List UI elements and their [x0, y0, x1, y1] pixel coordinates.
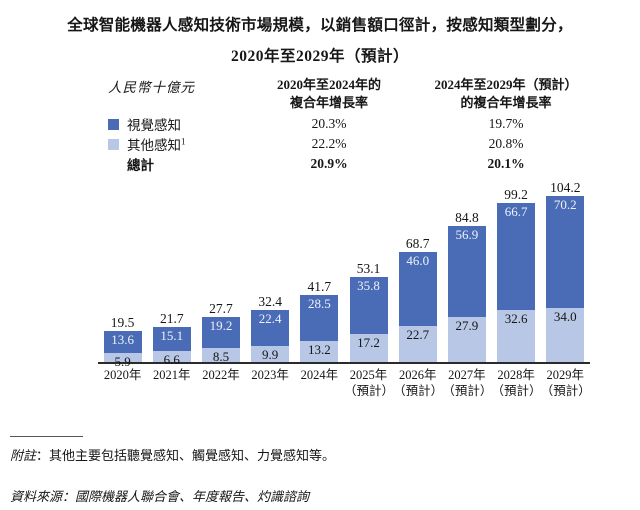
- bar-segment-visual: 15.1: [152, 327, 191, 351]
- bar-total-label: 19.5: [110, 314, 135, 330]
- bar-segment-visual: 13.6: [103, 331, 142, 353]
- stacked-bar: 13.6 5.9: [103, 331, 142, 369]
- bar-segment-visual: 56.9: [447, 226, 486, 317]
- x-axis-label: 2026年 （預計）: [393, 368, 444, 399]
- x-axis-label: 2024年: [300, 368, 339, 382]
- x-axis-label: 2020年: [103, 368, 142, 382]
- bar-segment-other: 27.9: [447, 317, 486, 362]
- footnote: 附註：其他主要包括聽覺感知、觸覺感知、力覺感知等。: [10, 445, 335, 464]
- bar-group: 21.7 15.1 6.6: [147, 310, 196, 367]
- bar-total-label: 99.2: [504, 186, 528, 202]
- stacked-bar-chart: 19.5 13.6 5.9 21.7 15.1 6.6 27.7 19.2 8.5 32.4 22.…: [0, 176, 640, 400]
- x-axis-label: 2025年 （預計）: [343, 368, 394, 399]
- footnote-label: 附註: [10, 448, 37, 463]
- footnote-text: ：其他主要包括聽覺感知、觸覺感知、力覺感知等。: [36, 448, 336, 463]
- plot-area: 19.5 13.6 5.9 21.7 15.1 6.6 27.7 19.2 8.5 32.4 22.…: [98, 176, 590, 369]
- x-axis-label: 2027年 （預計）: [442, 368, 493, 399]
- bar-segment-other: 32.6: [497, 310, 536, 362]
- stacked-bar: 19.2 8.5: [201, 317, 240, 364]
- bar-total-label: 68.7: [405, 235, 430, 251]
- bar-total-label: 41.7: [307, 278, 332, 294]
- stacked-bar: 46.0 22.7: [398, 252, 437, 362]
- bar-segment-visual: 28.5: [300, 295, 339, 341]
- legend-and-cagr-table: 人民幣十億元 視覺感知 其他感知1 總計 2020年至2024年的 複合年增長率…: [108, 76, 640, 174]
- x-axis-labels: 2020年 2021年 2022年 2023年 2024年 2025年 （預計） 2026年…: [98, 364, 591, 400]
- bar-total-label: 27.7: [209, 300, 233, 316]
- bar-segment-visual: 35.8: [349, 277, 388, 334]
- x-axis-label: 2021年: [153, 368, 191, 382]
- legend-swatch-other-icon: [108, 138, 119, 150]
- cagr-column-2020-2024: 2020年至2024年的 複合年增長率 20.3% 22.2% 20.9%: [250, 76, 408, 174]
- bar-total-label: 53.1: [356, 260, 381, 276]
- bar-segment-other: 6.6: [152, 351, 191, 367]
- cagr-header-2020-2024: 2020年至2024年的 複合年增長率: [276, 77, 381, 110]
- stacked-bar: 56.9 27.9: [447, 226, 486, 362]
- stacked-bar: 70.2 34.0: [546, 196, 585, 362]
- legend-item-other: 其他感知1: [108, 134, 250, 154]
- x-axis-label: 2022年: [202, 368, 240, 382]
- legend: 人民幣十億元 視覺感知 其他感知1 總計: [108, 76, 250, 174]
- chart-title-line2: 2020年至2029年（預計）: [230, 48, 409, 65]
- bar-group: 53.1 35.8 17.2: [344, 260, 393, 362]
- footnote-marker: 1: [181, 136, 186, 147]
- cagr-visual-2020-2024: 20.3%: [311, 116, 347, 131]
- bar-group: 104.2 70.2 34.0: [541, 179, 590, 362]
- stacked-bar: 35.8 17.2: [349, 277, 388, 362]
- legend-label-other: 其他感知1: [127, 136, 186, 153]
- cagr-total-2020-2024: 20.9%: [310, 156, 348, 171]
- chart-title: 全球智能機器人感知技術市場規模，以銷售額口徑計，按感知類型劃分， 2020年至2…: [0, 0, 640, 66]
- bar-segment-other: 5.9: [103, 353, 142, 369]
- stacked-bar: 66.7 32.6: [497, 203, 536, 362]
- unit-label: 人民幣十億元: [108, 80, 195, 95]
- cagr-other-2020-2024: 22.2%: [311, 136, 347, 151]
- legend-label-total: 總計: [127, 158, 154, 173]
- legend-label-visual: 視覺感知: [127, 118, 181, 133]
- bar-segment-other: 17.2: [349, 334, 388, 362]
- footnote-divider: [10, 436, 83, 437]
- chart-title-line1: 全球智能機器人感知技術市場規模，以銷售額口徑計，按感知類型劃分，: [67, 17, 573, 34]
- cagr-visual-2024-2029: 19.7%: [488, 116, 524, 131]
- bar-segment-visual: 66.7: [497, 203, 536, 310]
- bar-group: 41.7 28.5 13.2: [295, 278, 344, 362]
- source-line: 資料來源：國際機器人聯合會、年度報告、灼識諮詢: [10, 489, 310, 504]
- cagr-other-2024-2029: 20.8%: [488, 136, 524, 151]
- bar-segment-visual: 70.2: [546, 196, 585, 308]
- bar-group: 68.7 46.0 22.7: [393, 235, 442, 362]
- stacked-bar: 15.1 6.6: [152, 327, 191, 367]
- x-axis-label: 2023年: [251, 368, 289, 382]
- legend-swatch-visual-icon: [108, 118, 119, 130]
- cagr-column-2024-2029: 2024年至2029年（預計） 的複合年增長率 19.7% 20.8% 20.1…: [408, 76, 604, 174]
- cagr-header-2024-2029: 2024年至2029年（預計） 的複合年增長率: [434, 77, 578, 110]
- bar-total-label: 32.4: [258, 293, 282, 309]
- bar-segment-visual: 19.2: [201, 317, 240, 348]
- bar-group: 32.4 22.4 9.9: [246, 293, 295, 362]
- x-axis-label: 2028年 （預計）: [491, 368, 542, 399]
- legend-item-visual: 視覺感知: [108, 114, 250, 134]
- bar-total-label: 84.8: [455, 209, 479, 225]
- bar-total-label: 21.7: [159, 310, 184, 326]
- x-axis-label: 2029年 （預計）: [540, 368, 591, 399]
- bar-group: 99.2 66.7 32.6: [492, 186, 541, 362]
- bar-segment-visual: 46.0: [398, 252, 437, 326]
- stacked-bar: 22.4 9.9: [251, 310, 290, 362]
- bar-total-label: 104.2: [550, 179, 581, 195]
- bar-group: 84.8 56.9 27.9: [442, 209, 491, 362]
- footer: 附註：其他主要包括聽覺感知、觸覺感知、力覺感知等。 資料來源：國際機器人聯合會、…: [10, 436, 335, 505]
- bar-segment-other: 22.7: [398, 326, 437, 362]
- stacked-bar: 28.5 13.2: [300, 295, 339, 362]
- bar-segment-visual: 22.4: [251, 310, 290, 346]
- cagr-total-2024-2029: 20.1%: [487, 156, 525, 171]
- bar-segment-other: 34.0: [546, 308, 585, 362]
- bar-group: 27.7 19.2 8.5: [196, 300, 245, 364]
- bar-segment-other: 13.2: [300, 341, 339, 362]
- bar-segment-other: 8.5: [201, 348, 240, 364]
- bar-segment-other: 9.9: [251, 346, 290, 362]
- bar-group: 19.5 13.6 5.9: [98, 314, 147, 369]
